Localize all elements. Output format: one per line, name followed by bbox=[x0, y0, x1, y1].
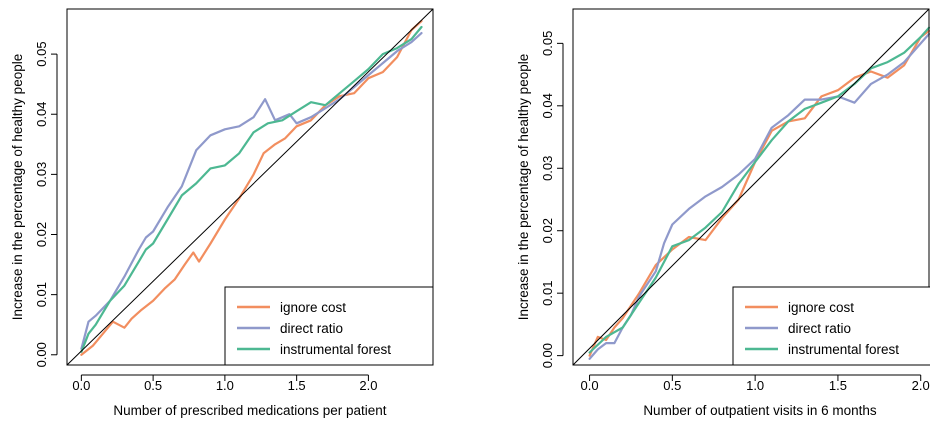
left-x-axis: 0.0 0.5 1.0 1.5 2.0 bbox=[72, 374, 377, 393]
left-series-group bbox=[80, 19, 423, 356]
right-x-tick-label: 1.5 bbox=[829, 378, 847, 393]
left-series-line-0 bbox=[80, 19, 423, 356]
right-y-tick-label: 0.01 bbox=[540, 281, 555, 306]
right-x-axis: 0.0 0.5 1.0 1.5 2.0 bbox=[581, 374, 930, 393]
left-x-axis-title: Number of prescribed medications per pat… bbox=[113, 403, 386, 418]
left-series-line-1 bbox=[80, 31, 423, 350]
right-legend-label: instrumental forest bbox=[788, 342, 899, 357]
right-x-tick-label: 0.0 bbox=[581, 378, 599, 393]
left-chart: 0.0 0.5 1.0 1.5 2.0 0.00 0.01 0.02 0.03 0.04 0.05… bbox=[10, 8, 434, 418]
right-y-tick-label: 0.03 bbox=[540, 156, 555, 181]
right-y-tick-label: 0.02 bbox=[540, 218, 555, 243]
left-y-tick-label: 0.04 bbox=[34, 102, 49, 127]
left-x-tick-label: 0.0 bbox=[72, 378, 90, 393]
left-legend-label: instrumental forest bbox=[280, 342, 391, 357]
left-y-axis-title: Increase in the percentage of healthy pe… bbox=[10, 54, 25, 320]
right-legend-box bbox=[732, 286, 930, 366]
right-y-axis: 0.00 0.01 0.02 0.03 0.04 0.05 bbox=[540, 31, 564, 368]
left-y-tick-label: 0.01 bbox=[34, 282, 49, 307]
left-y-axis: 0.00 0.01 0.02 0.03 0.04 0.05 bbox=[34, 41, 58, 367]
right-y-tick-label: 0.04 bbox=[540, 93, 555, 118]
right-x-axis-title: Number of outpatient visits in 6 months bbox=[643, 403, 877, 418]
right-y-tick-label: 0.00 bbox=[540, 343, 555, 368]
left-y-tick-label: 0.00 bbox=[34, 342, 49, 367]
left-x-tick-label: 1.0 bbox=[216, 378, 234, 393]
left-x-tick-label: 2.0 bbox=[359, 378, 377, 393]
right-x-tick-label: 0.5 bbox=[663, 378, 681, 393]
left-reference-line bbox=[66, 8, 434, 366]
left-legend: ignore cost direct ratio instrumental fore… bbox=[224, 286, 434, 366]
right-reference-line bbox=[572, 8, 930, 366]
right-y-axis-title: Increase in the percentage of healthy pe… bbox=[516, 54, 531, 320]
left-y-tick-label: 0.03 bbox=[34, 162, 49, 187]
left-legend-box bbox=[224, 286, 434, 366]
left-legend-label: ignore cost bbox=[280, 300, 346, 315]
right-x-tick-label: 2.0 bbox=[912, 378, 930, 393]
left-y-tick-label: 0.02 bbox=[34, 222, 49, 247]
right-series-line-0 bbox=[588, 29, 930, 357]
left-y-tick-label: 0.05 bbox=[34, 41, 49, 66]
left-series-line-2 bbox=[80, 25, 423, 353]
right-chart: 0.0 0.5 1.0 1.5 2.0 0.00 0.01 0.02 0.03 0.04 0.05… bbox=[516, 8, 930, 418]
right-legend-label: ignore cost bbox=[788, 300, 854, 315]
left-x-tick-label: 0.5 bbox=[144, 378, 162, 393]
left-x-tick-label: 1.5 bbox=[288, 378, 306, 393]
right-y-tick-label: 0.05 bbox=[540, 31, 555, 56]
right-legend-label: direct ratio bbox=[788, 321, 851, 336]
right-legend: ignore cost direct ratio instrumental fore… bbox=[732, 286, 930, 366]
left-legend-label: direct ratio bbox=[280, 321, 343, 336]
right-x-tick-label: 1.0 bbox=[746, 378, 764, 393]
